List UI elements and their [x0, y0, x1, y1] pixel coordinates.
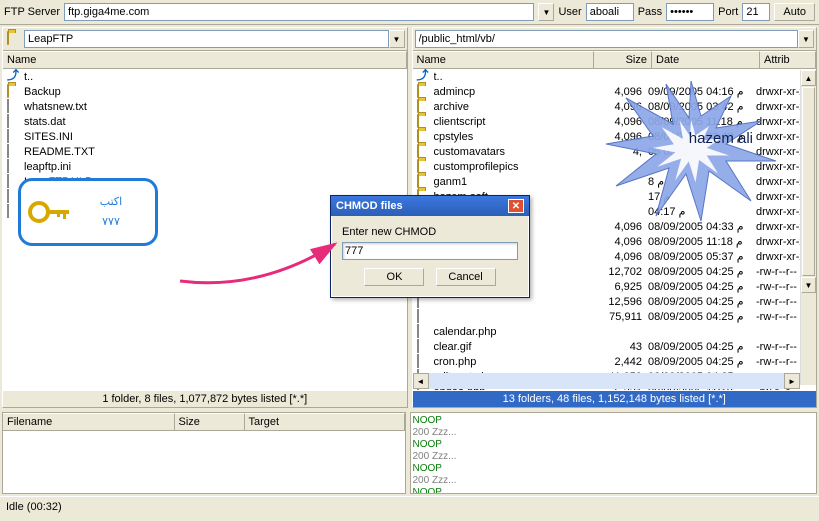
- connection-toolbar: FTP Server ▼ User Pass Port Auto: [0, 0, 819, 25]
- list-item[interactable]: clientscript4,09608/09/2005 11:18 مdrwxr…: [413, 114, 817, 129]
- remote-col-attrib[interactable]: Attrib: [760, 51, 816, 68]
- status-text: Idle (00:32): [6, 501, 62, 513]
- list-item[interactable]: whatsnew.txt: [3, 99, 407, 114]
- list-item[interactable]: cpstyles4,09608/09/2005 03:48 مdrwxr-xr-…: [413, 129, 817, 144]
- user-input[interactable]: [586, 3, 634, 21]
- list-item[interactable]: SITES.INI: [3, 129, 407, 144]
- local-path-input[interactable]: [24, 30, 389, 48]
- port-input[interactable]: [742, 3, 770, 21]
- remote-h-scrollbar[interactable]: ◄►: [413, 373, 801, 389]
- log-pane[interactable]: NOOP200 Zzz...NOOP200 Zzz...NOOP200 Zzz.…: [410, 412, 818, 494]
- queue-col-size[interactable]: Size: [175, 413, 245, 430]
- list-item[interactable]: stats.dat: [3, 114, 407, 129]
- list-item[interactable]: 75,91108/09/2005 04:25 م-rw-r--r--: [413, 309, 817, 324]
- instruction-callout: اكتب ٧٧٧: [18, 178, 158, 246]
- local-status: 1 folder, 8 files, 1,077,872 bytes liste…: [3, 390, 407, 407]
- server-dropdown-icon[interactable]: ▼: [538, 3, 554, 21]
- list-item[interactable]: README.TXT: [3, 144, 407, 159]
- close-icon[interactable]: ✕: [508, 199, 524, 213]
- folder-icon: [7, 31, 9, 45]
- list-item[interactable]: calendar.php: [413, 324, 817, 339]
- ftp-server-input[interactable]: [64, 3, 534, 21]
- list-item[interactable]: leapftp.ini: [3, 159, 407, 174]
- queue-col-target[interactable]: Target: [245, 413, 405, 430]
- bottom-area: Filename Size Target NOOP200 Zzz...NOOP2…: [0, 410, 819, 496]
- callout-line2: ٧٧٧: [73, 212, 149, 232]
- queue-col-filename[interactable]: Filename: [3, 413, 175, 430]
- remote-status: 13 folders, 48 files, 1,152,148 bytes li…: [413, 390, 817, 407]
- remote-path-input[interactable]: [415, 30, 799, 48]
- queue-pane: Filename Size Target: [2, 412, 406, 494]
- chmod-label: Enter new CHMOD: [342, 226, 518, 238]
- remote-path-dropdown-icon[interactable]: ▼: [798, 30, 814, 48]
- list-item[interactable]: admincp4,09609/09/2005 04:16 مdrwxr-xr-x: [413, 84, 817, 99]
- log-line: 200 Zzz...: [413, 451, 815, 463]
- list-item[interactable]: ganm18 مdrwxr-xr-x: [413, 174, 817, 189]
- local-col-name[interactable]: Name: [3, 51, 407, 68]
- ok-button[interactable]: OK: [364, 268, 424, 286]
- port-label: Port: [718, 6, 738, 18]
- dialog-title: CHMOD files: [336, 200, 508, 212]
- pass-label: Pass: [638, 6, 662, 18]
- callout-line1: اكتب: [73, 192, 149, 212]
- remote-col-size[interactable]: Size: [594, 51, 652, 68]
- log-line: NOOP: [413, 487, 815, 494]
- pass-input[interactable]: [666, 3, 714, 21]
- up-dir[interactable]: ⤴t..: [413, 69, 817, 84]
- list-item[interactable]: customprofilepicsdrwxr-xr-x: [413, 159, 817, 174]
- log-line: NOOP: [413, 439, 815, 451]
- auto-button[interactable]: Auto: [774, 3, 815, 21]
- local-path-dropdown-icon[interactable]: ▼: [389, 30, 405, 48]
- ftp-server-label: FTP Server: [4, 6, 60, 18]
- remote-col-name[interactable]: Name: [413, 51, 595, 68]
- list-item[interactable]: cron.php2,44208/09/2005 04:25 م-rw-r--r-…: [413, 354, 817, 369]
- log-line: NOOP: [413, 415, 815, 427]
- remote-v-scrollbar[interactable]: ▲▼: [800, 70, 816, 385]
- log-line: NOOP: [413, 463, 815, 475]
- list-item[interactable]: Backup: [3, 84, 407, 99]
- user-label: User: [558, 6, 581, 18]
- up-dir[interactable]: ⤴t..: [3, 69, 407, 84]
- list-item[interactable]: customavatars4,05 03:48 مdrwxr-xr-x: [413, 144, 817, 159]
- status-bar: Idle (00:32): [0, 496, 819, 516]
- chmod-dialog: CHMOD files ✕ Enter new CHMOD OK Cancel: [330, 195, 530, 298]
- remote-col-date[interactable]: Date: [652, 51, 760, 68]
- list-item[interactable]: clear.gif4308/09/2005 04:25 م-rw-r--r--: [413, 339, 817, 354]
- chmod-input[interactable]: [342, 242, 518, 260]
- log-line: 200 Zzz...: [413, 475, 815, 487]
- key-icon: [27, 197, 73, 227]
- list-item[interactable]: archive4,09608/09/2005 03:42 مdrwxr-xr-x: [413, 99, 817, 114]
- cancel-button[interactable]: Cancel: [436, 268, 496, 286]
- log-line: 200 Zzz...: [413, 427, 815, 439]
